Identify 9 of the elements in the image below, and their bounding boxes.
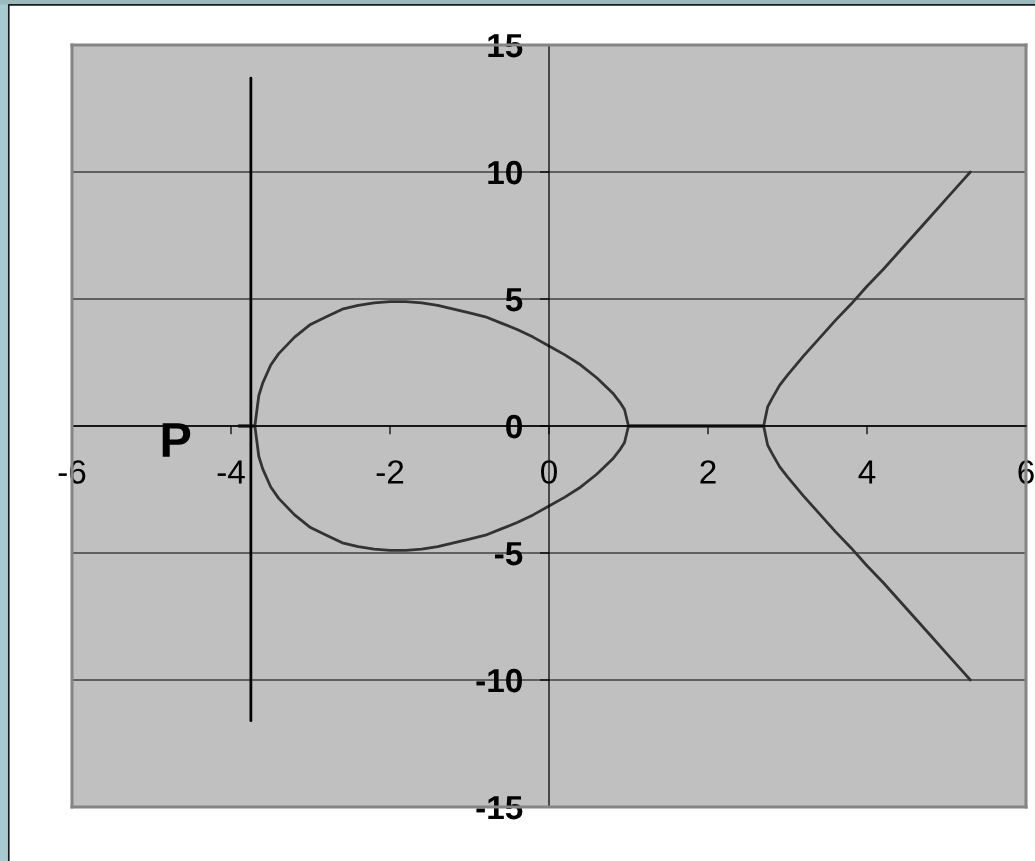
x-tick-label: -4 bbox=[217, 460, 245, 484]
y-tick-label: -5 bbox=[494, 542, 523, 566]
x-tick-label: 4 bbox=[858, 460, 876, 484]
y-tick-label: 10 bbox=[488, 160, 522, 185]
y-tick-label: 5 bbox=[505, 288, 523, 312]
x-tick-label: -2 bbox=[376, 460, 404, 484]
annotation: P bbox=[162, 423, 191, 457]
x-tick-label: 2 bbox=[700, 460, 716, 484]
y-tick-label: -10 bbox=[476, 668, 522, 693]
